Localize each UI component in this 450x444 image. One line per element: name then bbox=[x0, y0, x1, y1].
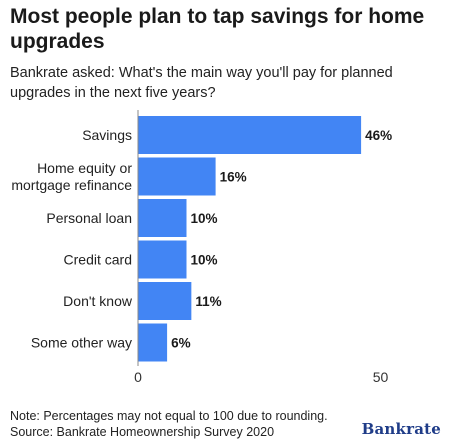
source-text: Source: Bankrate Homeownership Survey 20… bbox=[10, 425, 275, 439]
bars-layer bbox=[138, 116, 362, 362]
category-label: Don't know bbox=[63, 293, 133, 309]
note-text: Note: Percentages may not equal to 100 d… bbox=[10, 409, 328, 423]
chart-notes: Note: Percentages may not equal to 100 d… bbox=[10, 408, 328, 440]
labels-layer: 46% Savings 16% Home equity or mortgage refi… bbox=[11, 127, 392, 385]
bar bbox=[138, 116, 362, 154]
category-label-line: Some other way bbox=[31, 335, 132, 351]
data-label: 11% bbox=[195, 294, 221, 309]
category-label-line: Don't know bbox=[63, 293, 133, 309]
data-label: 46% bbox=[365, 128, 392, 143]
chart-title: Most people plan to tap savings for home… bbox=[10, 5, 425, 53]
category-label-line: mortgage refinance bbox=[11, 177, 132, 193]
category-label: Home equity or mortgage refinance bbox=[11, 160, 132, 193]
bar bbox=[138, 282, 192, 320]
bankrate-logo: Bankrate bbox=[361, 420, 441, 438]
bar bbox=[138, 240, 187, 279]
category-label: Savings bbox=[82, 127, 132, 143]
bar-chart: 46% Savings 16% Home equity or mortgage refi… bbox=[11, 110, 392, 385]
category-label-line: Credit card bbox=[64, 252, 132, 268]
data-label: 16% bbox=[220, 170, 247, 185]
category-label: Some other way bbox=[31, 335, 132, 351]
category-label-line: Home equity or bbox=[37, 160, 132, 176]
bar bbox=[138, 323, 168, 362]
category-label-line: Savings bbox=[82, 127, 132, 143]
category-label: Personal loan bbox=[46, 210, 132, 226]
x-tick-label: 0 bbox=[134, 369, 142, 385]
x-tick-label: 50 bbox=[373, 369, 389, 385]
chart-subtitle: Bankrate asked: What's the main way you'… bbox=[10, 65, 393, 101]
data-label: 10% bbox=[191, 253, 218, 268]
bar bbox=[138, 199, 187, 237]
data-label: 10% bbox=[191, 211, 218, 226]
category-label-line: Personal loan bbox=[46, 210, 132, 226]
bar bbox=[138, 157, 216, 196]
data-label: 6% bbox=[171, 336, 191, 351]
category-label: Credit card bbox=[64, 252, 132, 268]
